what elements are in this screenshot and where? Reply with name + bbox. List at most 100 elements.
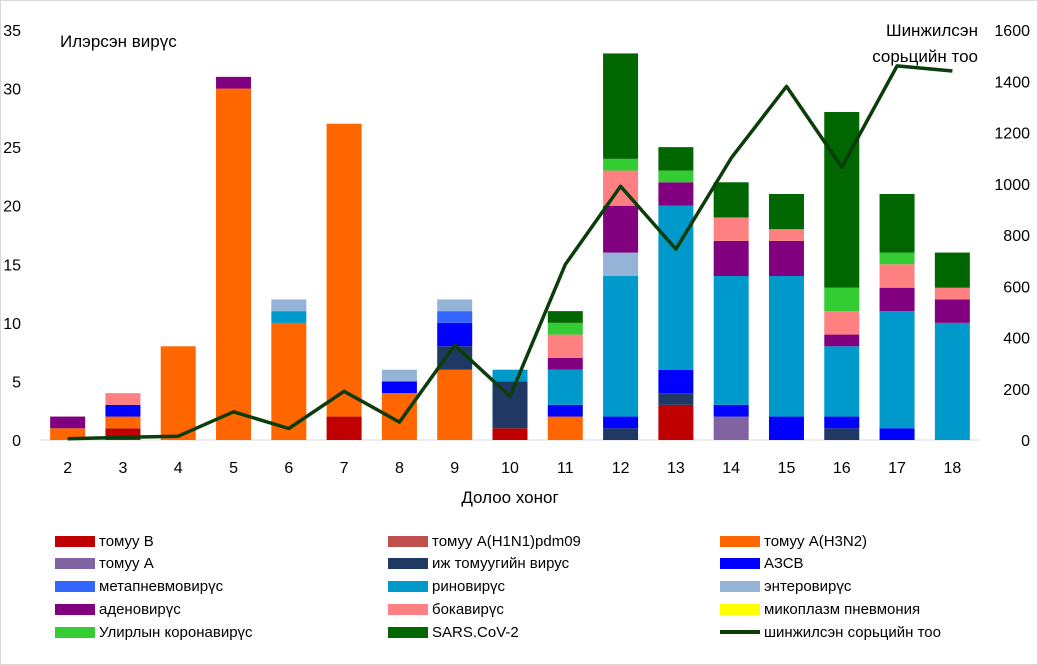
bar-segment [934, 252, 970, 288]
legend-label: Улирлын коронавирүс [99, 623, 253, 641]
legend-swatch [388, 581, 428, 593]
bar-segment [658, 369, 694, 394]
bar-segment [492, 428, 528, 440]
bar-segment [658, 393, 694, 405]
bar-segment [879, 311, 915, 429]
bar-segment [713, 182, 749, 218]
y-right-tick-label: 1400 [994, 74, 1030, 91]
bar-segment [713, 240, 749, 276]
legend-swatch [388, 626, 428, 638]
legend-label: SARS.CoV-2 [432, 623, 519, 641]
legend-item: томуу A [55, 553, 154, 575]
x-tick-label: 8 [395, 460, 404, 477]
bar-segment [603, 428, 639, 440]
bar-segment [824, 311, 860, 335]
y-left-tick-label: 15 [3, 257, 21, 274]
bar-segment [768, 229, 804, 241]
bar-segment [824, 416, 860, 429]
legend-item: томуу A(H1N1)pdm09 [388, 530, 581, 552]
bar-segment [437, 369, 473, 440]
x-tick-label: 6 [284, 460, 293, 477]
x-tick-label: 14 [722, 460, 740, 477]
legend-swatch [720, 603, 760, 615]
bar-segment [50, 428, 86, 440]
legend-item: SARS.CoV-2 [388, 621, 519, 643]
legend-item: аденовирүс [55, 598, 181, 620]
x-tick-label: 17 [888, 460, 906, 477]
bar-segment [492, 369, 528, 382]
legend-item: бокавирүс [388, 598, 504, 620]
bar-segment [658, 404, 694, 440]
bar-segment [934, 287, 970, 300]
y-right-axis-title-line1: Шинжилсэн [886, 21, 978, 40]
bar-segment [713, 404, 749, 417]
y-left-tick-label: 35 [3, 23, 21, 40]
bar-segment [824, 112, 860, 288]
legend-label: энтеровирүс [764, 578, 852, 596]
legend-swatch [55, 581, 95, 593]
legend-swatch [388, 535, 428, 547]
bar-segment [824, 346, 860, 417]
x-axis-title: Долоо хоног [461, 488, 558, 507]
bar-segment [713, 416, 749, 440]
bar-segment [547, 322, 583, 335]
bar-segment [271, 299, 307, 312]
bar-segment [658, 182, 694, 206]
legend-label: риновирүс [432, 578, 506, 596]
bar-segment [437, 322, 473, 347]
y-left-tick-label: 5 [12, 374, 21, 391]
legend-swatch [720, 581, 760, 593]
bar-segment [105, 416, 141, 429]
bar-segment [547, 358, 583, 370]
bar-segment [105, 393, 141, 405]
y-left-tick-label: 10 [3, 316, 21, 333]
legend-label: томуу A(H1N1)pdm09 [432, 532, 581, 550]
bar-segment [658, 170, 694, 183]
legend-label: томуу В [99, 532, 154, 550]
bar-segment [216, 76, 252, 89]
x-tick-label: 12 [612, 460, 630, 477]
bar-segment [603, 276, 639, 417]
y-left-tick-label: 25 [3, 140, 21, 157]
bar-segment [713, 276, 749, 405]
legend-label: аденовирүс [99, 600, 181, 618]
bar-segment [271, 322, 307, 440]
legend-swatch [720, 558, 760, 570]
legend-item: АЗСВ [720, 553, 804, 575]
legend-label: метапневмовирүс [99, 578, 224, 596]
y-right-tick-label: 200 [1003, 382, 1030, 399]
bar-segment [824, 287, 860, 312]
bar-segment [879, 264, 915, 288]
legend-label: томуу A [99, 555, 154, 573]
bar-segment [105, 428, 141, 440]
bar-segment [879, 428, 915, 440]
legend-item: томуу В [55, 530, 154, 552]
y-right-tick-label: 1600 [994, 23, 1030, 40]
legend-swatch [388, 558, 428, 570]
x-tick-label: 7 [340, 460, 349, 477]
y-right-tick-label: 400 [1003, 331, 1030, 348]
legend-swatch [720, 630, 760, 635]
bar-segment [603, 416, 639, 429]
x-tick-label: 18 [943, 460, 961, 477]
chart: 0510152025303502004006008001000120014001… [3, 21, 1030, 507]
x-tick-label: 13 [667, 460, 685, 477]
bar-segment [547, 416, 583, 440]
x-tick-label: 15 [778, 460, 796, 477]
x-tick-label: 9 [450, 460, 459, 477]
legend-item: Улирлын коронавирүс [55, 621, 253, 643]
bar-segment [492, 381, 528, 429]
legend-swatch [720, 535, 760, 547]
bar-segment [603, 158, 639, 171]
bar-segment [934, 299, 970, 323]
bar-segment [768, 276, 804, 417]
legend-swatch [55, 603, 95, 615]
bar-segment [105, 404, 141, 417]
y-right-axis-title-line2: сорьцийн тоо [872, 47, 978, 66]
x-tick-label: 10 [501, 460, 519, 477]
bar-segment [879, 252, 915, 265]
legend-swatch [55, 535, 95, 547]
bar-segment [547, 334, 583, 358]
y-right-tick-label: 800 [1003, 228, 1030, 245]
bar-segment [381, 369, 417, 382]
